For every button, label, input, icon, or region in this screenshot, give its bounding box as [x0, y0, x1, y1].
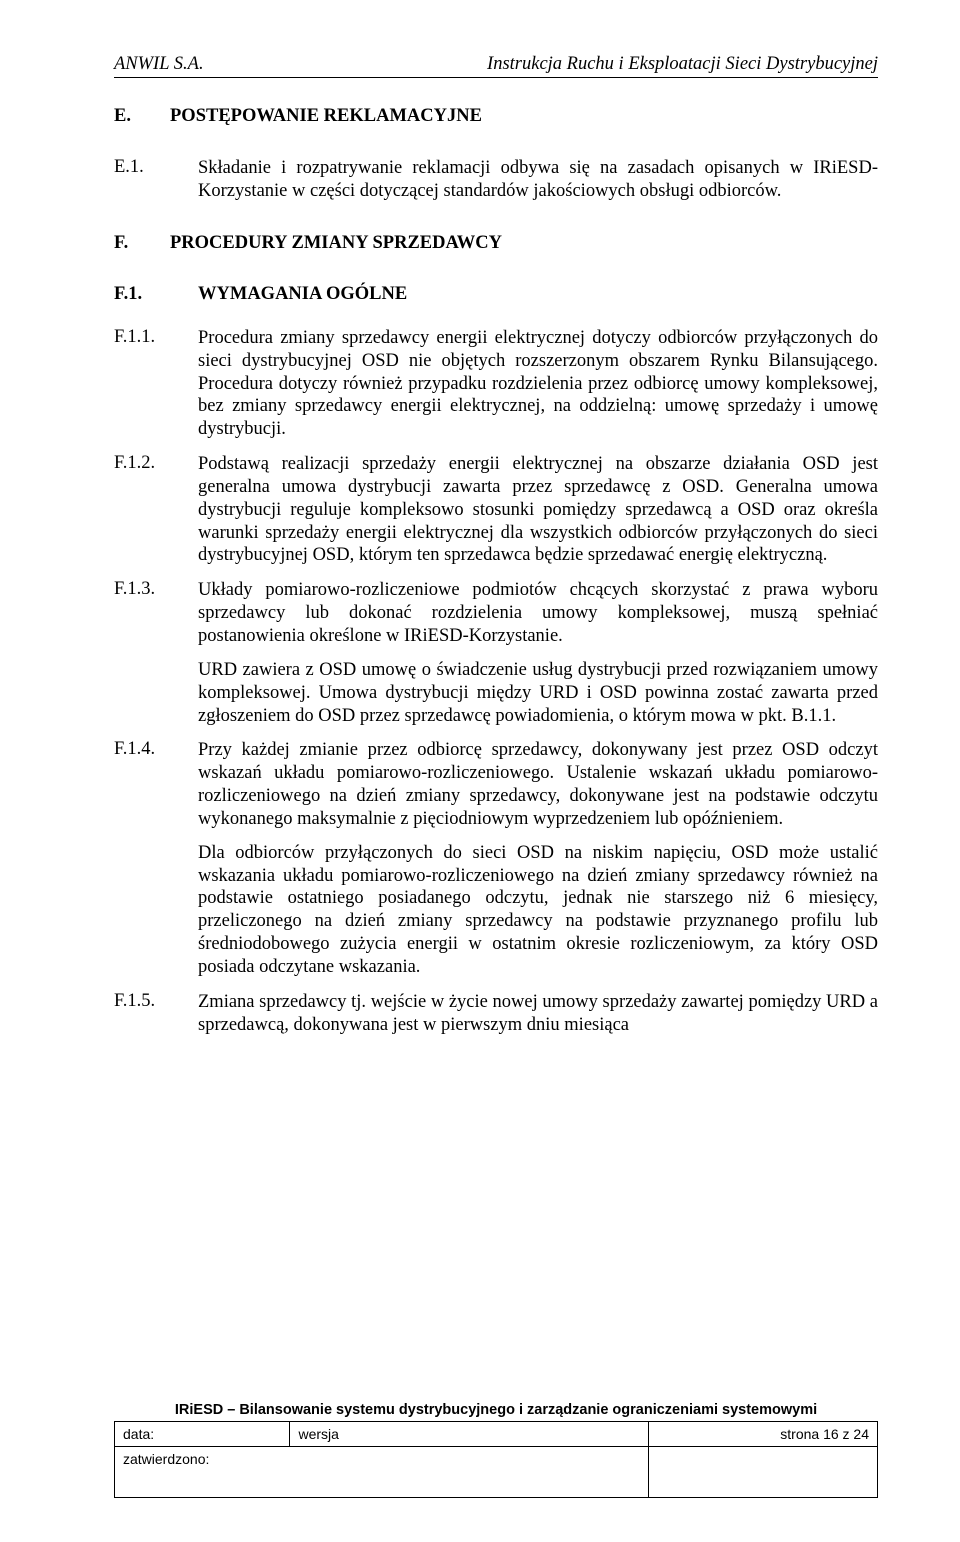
footer-table: data: wersja strona 16 z 24 zatwierdzono… [114, 1421, 878, 1498]
clause-f13-num: F.1.3. [114, 579, 198, 727]
clause-f12-p1: Podstawą realizacji sprzedaży energii el… [198, 453, 878, 567]
header-left: ANWIL S.A. [114, 54, 204, 75]
header-right: Instrukcja Ruchu i Eksploatacji Sieci Dy… [487, 54, 878, 75]
clause-f13-p1: Układy pomiarowo-rozliczeniowe podmiotów… [198, 579, 878, 648]
clause-f12: F.1.2. Podstawą realizacji sprzedaży ene… [114, 453, 878, 567]
section-f-heading: F. PROCEDURY ZMIANY SPRZEDAWCY [114, 233, 878, 254]
clause-f11-p1: Procedura zmiany sprzedawcy energii elek… [198, 327, 878, 441]
clause-f12-num: F.1.2. [114, 453, 198, 567]
section-f-num: F. [114, 233, 170, 254]
clause-f14-num: F.1.4. [114, 739, 198, 978]
subsection-f1-heading: F.1. WYMAGANIA OGÓLNE [114, 284, 878, 305]
footer-zatw-label: zatwierdzono: [115, 1447, 649, 1498]
clause-f14: F.1.4. Przy każdej zmianie przez odbiorc… [114, 739, 878, 978]
clause-f13: F.1.3. Układy pomiarowo-rozliczeniowe po… [114, 579, 878, 727]
section-f-title: PROCEDURY ZMIANY SPRZEDAWCY [170, 233, 502, 254]
footer-data-label: data: [115, 1422, 290, 1447]
section-e-heading: E. POSTĘPOWANIE REKLAMACYJNE [114, 106, 878, 127]
footer-title: IRiESD – Bilansowanie systemu dystrybucy… [114, 1402, 878, 1418]
footer-page-label: strona 16 z 24 [649, 1422, 878, 1447]
clause-e1: E.1. Składanie i rozpatrywanie reklamacj… [114, 157, 878, 203]
page-footer: IRiESD – Bilansowanie systemu dystrybucy… [114, 1402, 878, 1498]
section-e-num: E. [114, 106, 170, 127]
clause-f11-num: F.1.1. [114, 327, 198, 441]
clause-f13-p2: URD zawiera z OSD umowę o świadczenie us… [198, 659, 878, 728]
clause-e1-num: E.1. [114, 157, 198, 203]
clause-e1-text: Składanie i rozpatrywanie reklamacji odb… [198, 157, 878, 203]
clause-f15-num: F.1.5. [114, 991, 198, 1037]
footer-empty-cell [649, 1447, 878, 1498]
clause-f15-p1: Zmiana sprzedawcy tj. wejście w życie no… [198, 991, 878, 1037]
section-e-title: POSTĘPOWANIE REKLAMACYJNE [170, 106, 482, 127]
clause-f14-p2: Dla odbiorców przyłączonych do sieci OSD… [198, 842, 878, 979]
subsection-f1-title: WYMAGANIA OGÓLNE [198, 284, 407, 305]
footer-wersja-label: wersja [290, 1422, 649, 1447]
clause-f15: F.1.5. Zmiana sprzedawcy tj. wejście w ż… [114, 991, 878, 1037]
subsection-f1-num: F.1. [114, 284, 198, 305]
page-header: ANWIL S.A. Instrukcja Ruchu i Eksploatac… [114, 54, 878, 78]
clause-f11: F.1.1. Procedura zmiany sprzedawcy energ… [114, 327, 878, 441]
clause-f14-p1: Przy każdej zmianie przez odbiorcę sprze… [198, 739, 878, 830]
